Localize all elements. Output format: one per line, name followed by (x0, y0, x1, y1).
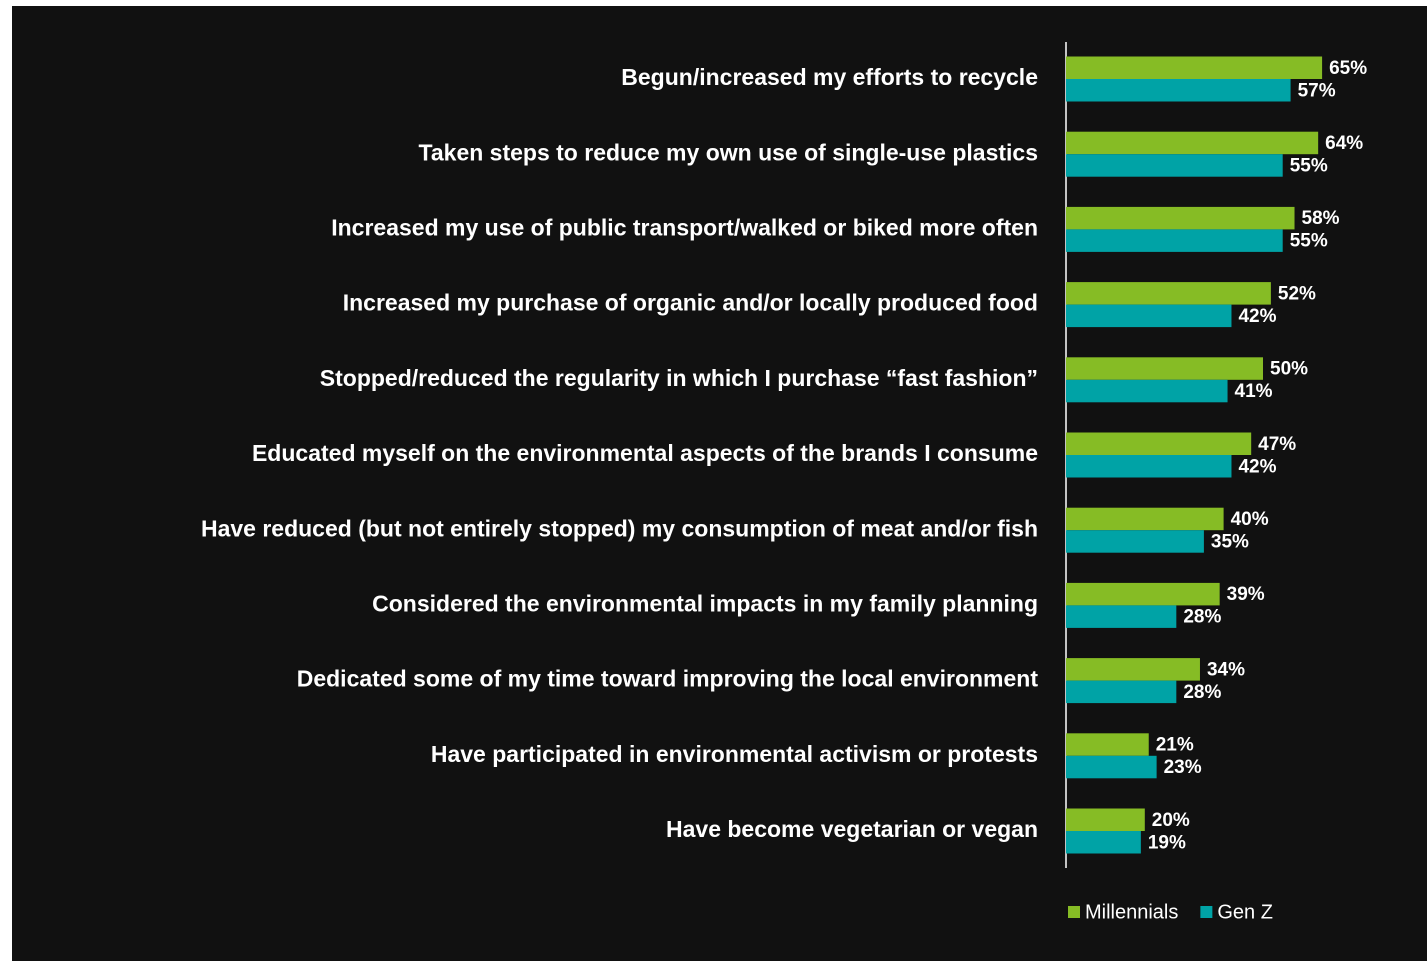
value-label: 41% (1235, 381, 1273, 402)
bar (1066, 733, 1149, 756)
bar (1066, 154, 1283, 177)
value-label: 28% (1183, 682, 1221, 703)
value-label: 55% (1290, 155, 1328, 176)
bar (1066, 304, 1232, 328)
bar (1066, 530, 1204, 553)
value-label: 64% (1325, 133, 1363, 154)
value-label: 65% (1329, 58, 1367, 79)
bar (1066, 131, 1319, 155)
category-label: Increased my use of public transport/wal… (331, 214, 1038, 240)
value-label: 20% (1152, 810, 1190, 831)
legend-label: Millennials (1085, 901, 1178, 923)
bar (1066, 282, 1271, 305)
category-label: Increased my purchase of organic and/or … (343, 290, 1038, 316)
category-label: Stopped/reduced the regularity in which … (320, 365, 1038, 391)
value-label: 23% (1164, 757, 1202, 778)
bar (1066, 79, 1291, 102)
category-label: Educated myself on the environmental asp… (252, 440, 1038, 466)
value-label: 35% (1211, 531, 1249, 552)
value-label: 42% (1238, 306, 1276, 327)
category-label: Have participated in environmental activ… (431, 741, 1038, 767)
category-label: Have become vegetarian or vegan (666, 816, 1038, 842)
category-label: Considered the environmental impacts in … (372, 590, 1038, 616)
value-label: 50% (1270, 359, 1308, 380)
value-label: 21% (1156, 735, 1194, 756)
category-label: Taken steps to reduce my own use of sing… (419, 139, 1038, 165)
bar (1066, 808, 1145, 831)
bar (1066, 229, 1283, 252)
value-label: 19% (1148, 832, 1186, 853)
legend-swatch (1200, 906, 1213, 918)
value-label: 55% (1290, 231, 1328, 252)
bar (1066, 507, 1224, 531)
value-label: 40% (1231, 509, 1269, 530)
bar (1066, 831, 1141, 854)
bar (1066, 582, 1220, 606)
value-label: 28% (1183, 607, 1221, 628)
value-label: 39% (1227, 584, 1265, 605)
value-label: 42% (1238, 456, 1276, 477)
category-label: Begun/increased my efforts to recycle (621, 64, 1038, 90)
bar (1066, 455, 1232, 478)
value-label: 47% (1258, 434, 1296, 455)
category-label: Dedicated some of my time toward improvi… (297, 666, 1039, 692)
value-label: 58% (1302, 208, 1340, 229)
bar (1066, 755, 1157, 779)
bar (1066, 432, 1252, 455)
bar (1066, 658, 1200, 681)
legend-label: Gen Z (1217, 901, 1273, 923)
bar (1066, 680, 1177, 704)
bar (1066, 379, 1228, 403)
value-label: 52% (1278, 283, 1316, 304)
legend-swatch (1068, 906, 1080, 918)
value-label: 34% (1207, 659, 1245, 680)
bar (1066, 357, 1263, 380)
bar (1066, 56, 1323, 79)
bar (1066, 206, 1295, 230)
category-label: Have reduced (but not entirely stopped) … (201, 515, 1038, 541)
bar (1066, 605, 1177, 628)
value-label: 57% (1298, 80, 1336, 101)
